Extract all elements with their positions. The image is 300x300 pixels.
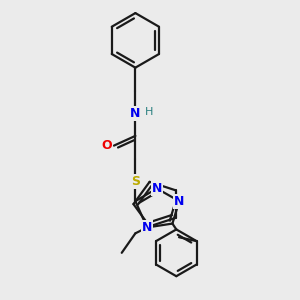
Text: N: N [142,221,152,234]
Text: N: N [130,107,141,120]
Text: N: N [152,182,162,195]
Text: O: O [102,139,112,152]
Text: S: S [131,175,140,188]
Text: H: H [145,106,153,116]
Text: N: N [174,195,184,208]
